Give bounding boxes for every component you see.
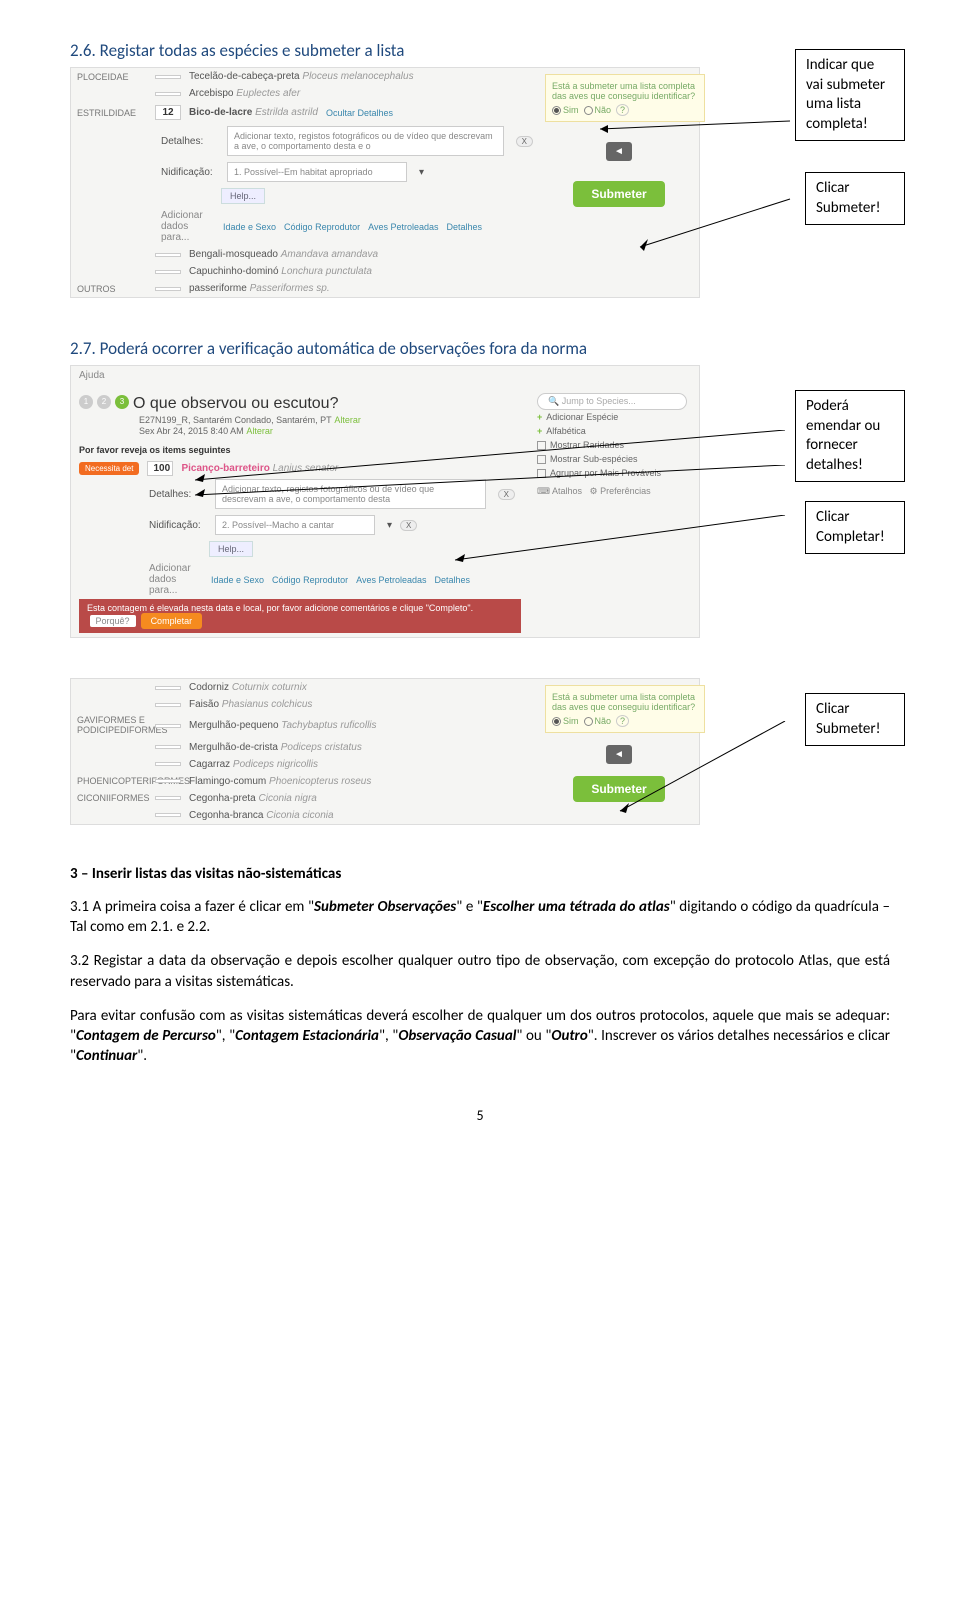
- callout-indicate-complete: Indicar que vai submeter uma lista compl…: [795, 49, 905, 141]
- section-3-title: 3 – Inserir listas das visitas não-siste…: [70, 865, 890, 883]
- why-button[interactable]: Porquê?: [90, 615, 136, 627]
- help-link[interactable]: Ajuda: [71, 366, 699, 385]
- help-button[interactable]: Help...: [221, 188, 265, 204]
- count-input[interactable]: 12: [155, 105, 181, 120]
- complete-button[interactable]: Completar: [141, 613, 203, 629]
- add-link[interactable]: Idade e Sexo: [211, 575, 264, 585]
- add-breeding-link[interactable]: Código Reprodutor: [284, 222, 360, 232]
- change-location-link[interactable]: Alterar: [334, 415, 361, 425]
- callout-amend-details: Poderá emendar ou fornecer detalhes!: [795, 390, 905, 482]
- add-species-link[interactable]: Adicionar Espécie: [546, 412, 618, 422]
- help-icon[interactable]: ?: [616, 104, 629, 116]
- callout-click-submit-1: Clicar Submeter!: [805, 172, 905, 225]
- callout-click-submit-2: Clicar Submeter!: [805, 693, 905, 746]
- add-details-link[interactable]: Detalhes: [447, 222, 483, 232]
- jump-species-input[interactable]: 🔍 Jump to Species...: [537, 393, 687, 410]
- paragraph-3-2: 3.2 Registar a data da observação e depo…: [70, 951, 890, 992]
- hide-details-link[interactable]: Ocultar Detalhes: [326, 108, 393, 118]
- nidification-select-2[interactable]: 2. Possível--Macho a cantar: [215, 515, 375, 535]
- add-oiled-link[interactable]: Aves Petroleadas: [368, 222, 438, 232]
- page-number: 5: [70, 1107, 890, 1124]
- add-link[interactable]: Código Reprodutor: [272, 575, 348, 585]
- high-count-warning: Esta contagem é elevada nesta data e loc…: [79, 599, 521, 633]
- add-link[interactable]: Aves Petroleadas: [356, 575, 426, 585]
- details-textarea[interactable]: Adicionar texto, registos fotográficos o…: [227, 126, 504, 156]
- screenshot-species-list-1: PLOCEIDAE Tecelão-de-cabeça-preta Ploceu…: [70, 67, 700, 298]
- help-button[interactable]: Help...: [209, 541, 253, 557]
- radio-no[interactable]: [584, 717, 593, 726]
- close-icon[interactable]: X: [400, 520, 417, 531]
- section-2-7-title: 2.7. Poderá ocorrer a verificação automá…: [70, 338, 890, 359]
- needs-details-tag: Necessita det: [79, 462, 139, 475]
- radio-yes[interactable]: [552, 717, 561, 726]
- radio-yes[interactable]: [552, 106, 561, 115]
- add-link[interactable]: Detalhes: [435, 575, 471, 585]
- close-icon[interactable]: X: [516, 136, 533, 147]
- count-input-2[interactable]: 100: [147, 461, 173, 476]
- complete-list-hint: Está a submeter uma lista completa das a…: [545, 74, 705, 122]
- section-2-6-title: 2.6. Registar todas as espécies e submet…: [70, 40, 890, 61]
- paragraph-3-1: 3.1 A primeira coisa a fazer é clicar em…: [70, 897, 890, 938]
- screenshot-species-list-2: Codorniz Coturnix coturnix Faisão Phasia…: [70, 678, 700, 825]
- nidification-select[interactable]: 1. Possível--Em habitat apropriado: [227, 162, 407, 182]
- add-age-sex-link[interactable]: Idade e Sexo: [223, 222, 276, 232]
- radio-no[interactable]: [584, 106, 593, 115]
- callout-click-complete: Clicar Completar!: [805, 501, 905, 554]
- paragraph-3-3: Para evitar confusão com as visitas sist…: [70, 1006, 890, 1067]
